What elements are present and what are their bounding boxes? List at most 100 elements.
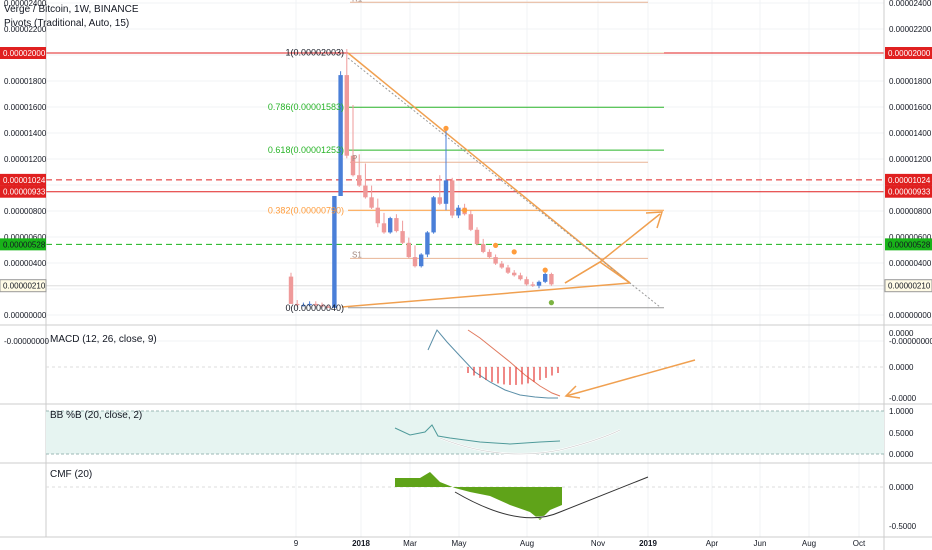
candle-body <box>375 207 380 224</box>
fib-label: 1(0.00002003) <box>285 48 344 58</box>
candle-body <box>493 257 498 264</box>
pivot-dot <box>542 267 548 273</box>
pivots-label: Pivots (Traditional, Auto, 15) <box>4 18 130 29</box>
x-tick-label: Apr <box>706 539 719 548</box>
candle-body <box>450 180 455 216</box>
macd-tick: 0.0000 <box>889 329 914 338</box>
candle-body <box>350 155 356 176</box>
bb-signal <box>394 424 561 445</box>
price-badge-right-text: 0.00001024 <box>888 176 931 185</box>
y-tick-right: 0.00001400 <box>889 129 932 138</box>
pivot-label: P <box>352 154 357 163</box>
chart-title: Verge / Bitcoin, 1W, BINANCE <box>4 4 139 15</box>
pivot-dot <box>548 300 555 306</box>
x-tick-label: 2019 <box>639 539 657 548</box>
fib-label: 0.382(0.00000790) <box>268 205 344 215</box>
candle-body <box>400 231 405 243</box>
y-tick-left: 0.00000600 <box>4 233 47 242</box>
y-tick-left: 0.00000400 <box>4 259 47 268</box>
pivot-dot <box>511 249 517 255</box>
cmf-tick: -0.5000 <box>889 522 917 531</box>
candle-body <box>388 218 393 233</box>
candle-body <box>437 197 442 204</box>
candle-body <box>394 218 399 232</box>
price-badge-left-text: 0.00002000 <box>3 49 46 58</box>
candle-body <box>456 207 461 216</box>
trend-upper <box>347 52 631 284</box>
candle-body <box>332 196 337 308</box>
y-tick-right: 0.00002400 <box>889 0 932 8</box>
cmf-tick: 0.0000 <box>889 483 914 492</box>
grid <box>46 0 884 537</box>
candle-body <box>499 263 504 268</box>
pivot-label: R1 <box>352 0 363 3</box>
fib-label: 0.786(0.00001583) <box>268 102 344 112</box>
y-tick-left: 0.00001400 <box>4 129 47 138</box>
price-badge-right-text: 0.00000933 <box>888 188 931 197</box>
candle-body <box>319 305 325 307</box>
candles <box>288 49 555 308</box>
candle-body <box>425 232 430 255</box>
candle-body <box>295 303 300 306</box>
candle-body <box>357 175 362 186</box>
trend-lower <box>341 282 631 308</box>
candle-body <box>536 281 542 286</box>
price-badge-right <box>885 173 932 186</box>
candle-body <box>301 305 306 307</box>
pivot-dot <box>443 125 449 131</box>
candle-body <box>549 274 554 285</box>
price-badge-left <box>0 47 46 59</box>
macd-arrow-line <box>565 359 696 397</box>
bb-curve <box>439 429 621 455</box>
price-badge-right-text: 0.00000528 <box>888 240 931 249</box>
price-badge-left <box>0 173 46 186</box>
price-badge-right <box>885 47 932 59</box>
y-tick-left: 0.00001800 <box>4 77 47 86</box>
candle-body <box>518 275 523 280</box>
y-tick-right: 0.00001200 <box>889 155 932 164</box>
price-badge-right <box>884 279 932 293</box>
macd-tick: -0.0000 <box>889 394 917 403</box>
candle-body <box>543 274 548 282</box>
candle-body <box>505 267 511 273</box>
y-tick-left: 0.00001600 <box>4 103 47 112</box>
price-badge-right-text: 0.00000210 <box>888 282 931 291</box>
price-badge-right-text: 0.00002000 <box>888 49 931 58</box>
x-tick-label: Aug <box>520 539 534 548</box>
y-tick-right: -0.00000000 <box>889 337 932 346</box>
price-badge-left-text: 0.00000210 <box>3 282 46 291</box>
x-tick-label: Mar <box>403 539 417 548</box>
candle-body <box>468 214 473 230</box>
x-tick-label: Aug <box>802 539 816 548</box>
price-badge-left-text: 0.00001024 <box>3 176 46 185</box>
price-badge-left <box>0 185 46 198</box>
candle-body <box>419 254 424 267</box>
macd-tick: 0.0000 <box>889 363 914 372</box>
candle-body <box>326 306 331 308</box>
y-tick-right: 0.00000000 <box>889 311 932 320</box>
x-tick-label: May <box>451 539 466 548</box>
candle-body <box>344 75 349 156</box>
fib-label: 0.618(0.00001253) <box>268 145 344 155</box>
y-tick-left: 0.00002200 <box>4 25 47 34</box>
candle-body <box>481 244 486 252</box>
candle-body <box>487 251 492 258</box>
y-tick-left: 0.00000000 <box>4 311 47 320</box>
candle-body <box>431 197 436 233</box>
x-tick-label: Jun <box>754 539 767 548</box>
macd-histogram <box>467 367 559 385</box>
candle-body <box>412 257 418 267</box>
candle-body <box>406 242 411 258</box>
candle-body <box>474 229 480 245</box>
y-tick-right: 0.00001800 <box>889 77 932 86</box>
price-badge-left-text: 0.00000933 <box>3 188 46 197</box>
candle-body <box>530 284 535 286</box>
candle-body <box>363 185 368 198</box>
bb-title: BB %B (20, close, 2) <box>50 410 143 421</box>
y-tick-left: 0.00002400 <box>4 0 47 8</box>
candle-body <box>338 75 343 196</box>
cmf-title: CMF (20) <box>50 469 93 480</box>
projection-arrow <box>564 213 661 284</box>
